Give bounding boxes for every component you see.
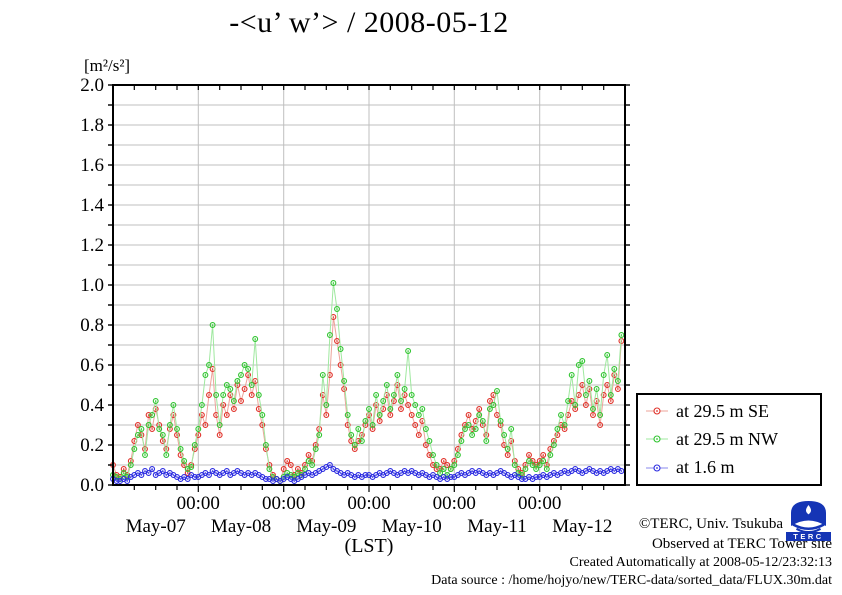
svg-text:May-07: May-07: [126, 516, 186, 537]
svg-text:0.6: 0.6: [80, 355, 104, 376]
data-source-path-text: Data source : /home/hojyo/new/TERC-data/…: [431, 573, 832, 588]
svg-text:1.2: 1.2: [80, 235, 104, 256]
svg-text:1.4: 1.4: [80, 195, 104, 216]
legend-box: at 29.5 m SE at 29.5 m NW at 1.6 m: [636, 393, 822, 486]
svg-text:0.8: 0.8: [80, 315, 104, 336]
svg-text:0.4: 0.4: [80, 395, 104, 416]
terc-logo: TERC: [786, 501, 831, 541]
svg-text:1.0: 1.0: [80, 275, 104, 296]
nw-series-marker-icon: [646, 435, 668, 444]
svg-text:00:00: 00:00: [177, 493, 220, 514]
svg-text:1.6: 1.6: [80, 155, 104, 176]
legend-item-nw: at 29.5 m NW: [638, 429, 820, 450]
y-axis-unit-label: [m²/s²]: [84, 56, 131, 75]
legend-item-se: at 29.5 m SE: [638, 401, 820, 422]
svg-text:May-11: May-11: [467, 516, 526, 537]
terc-logo-text: TERC: [793, 532, 823, 541]
svg-text:May-12: May-12: [552, 516, 612, 537]
svg-text:00:00: 00:00: [262, 493, 305, 514]
created-timestamp-text: Created Automatically at 2008-05-12/23:3…: [569, 555, 832, 570]
legend-item-1-6m: at 1.6 m: [638, 457, 820, 478]
svg-text:0.2: 0.2: [80, 435, 104, 456]
svg-text:2.0: 2.0: [80, 75, 104, 96]
se-series-marker-icon: [646, 407, 668, 415]
copyright-text: ©TERC, Univ. Tsukuba: [638, 516, 783, 532]
svg-text:May-10: May-10: [382, 516, 442, 537]
svg-text:00:00: 00:00: [347, 493, 390, 514]
legend-label-se: at 29.5 m SE: [676, 400, 769, 421]
svg-text:00:00: 00:00: [518, 493, 561, 514]
svg-text:May-09: May-09: [296, 516, 356, 537]
svg-text:1.8: 1.8: [80, 115, 104, 136]
legend-label-nw: at 29.5 m NW: [676, 428, 778, 449]
1-6m-series-marker-icon: [646, 464, 668, 472]
legend-label-1-6m: at 1.6 m: [676, 457, 735, 478]
svg-text:May-08: May-08: [211, 516, 271, 537]
x-axis-label: (LST): [344, 535, 394, 557]
svg-text:00:00: 00:00: [433, 493, 476, 514]
svg-text:0.0: 0.0: [80, 475, 104, 496]
chart-title: -<u’ w’> / 2008-05-12: [229, 6, 509, 39]
